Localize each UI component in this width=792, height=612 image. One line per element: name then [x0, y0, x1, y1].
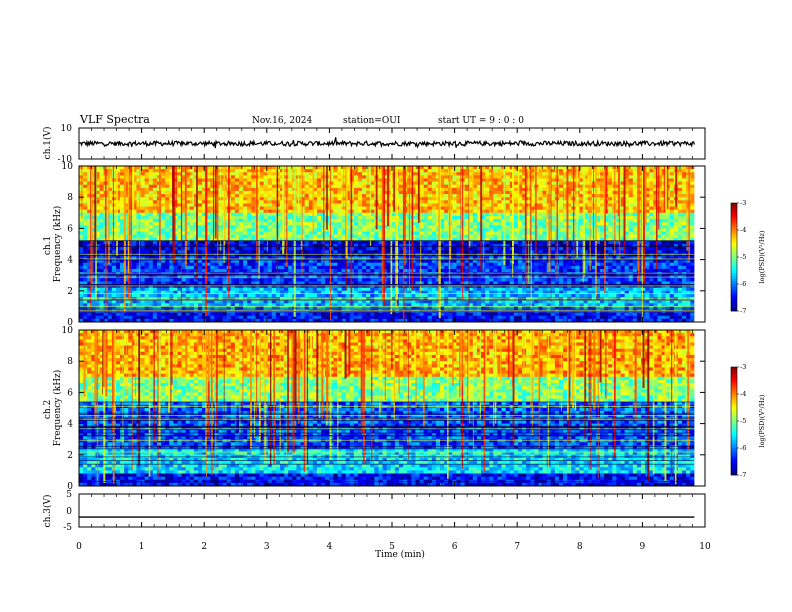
spec1-ytick-2: 4 [67, 256, 73, 266]
ch3-ytick-top: 5 [66, 490, 72, 500]
cb2-tick-3: -6 [740, 444, 746, 452]
x-tick-6: 6 [452, 542, 458, 552]
station-label: station=OUI [343, 116, 401, 126]
cb1-tick-2: -5 [740, 253, 746, 261]
ch2-spec-ylabel-freq: Frequency (kHz) [52, 370, 63, 447]
cb1-tick-3: -6 [740, 280, 746, 288]
x-tick-8: 8 [577, 542, 583, 552]
spec1-ytick-3: 6 [67, 224, 73, 234]
x-tick-0: 0 [76, 542, 82, 552]
spec2-ytick-1: 2 [67, 451, 73, 461]
ch1-spec-ylabel-freq: Frequency (kHz) [52, 206, 63, 283]
x-tick-3: 3 [264, 542, 270, 552]
figure-title: VLF Spectra [79, 113, 150, 126]
ch2-spectrogram-image [79, 330, 705, 487]
cb2-tick-1: -4 [740, 390, 746, 398]
x-axis-label: Time (min) [375, 549, 425, 560]
start-ut-label: start UT = 9 : 0 : 0 [438, 116, 524, 126]
spec1-ytick-0: 0 [67, 318, 73, 328]
spectrogram-panel-ch1: ch.1 Frequency (kHz) 0 2 4 6 8 10 [43, 162, 706, 328]
x-tick-1: 1 [139, 542, 145, 552]
x-tick-2: 2 [201, 542, 207, 552]
ch1-ytick-bottom: -10 [58, 155, 73, 165]
colorbar-ch1-label: log(PSD)(V²/Hz) [758, 230, 766, 283]
cb2-tick-4: -7 [740, 471, 746, 479]
x-tick-5: 5 [389, 542, 395, 552]
colorbar-ch2-label: log(PSD)(V²/Hz) [758, 394, 766, 447]
ch3-ytick-mid: 0 [66, 507, 72, 517]
ch2-spec-ylabel-channel: ch.2 [43, 400, 53, 419]
spec2-ytick-2: 4 [67, 420, 73, 430]
spec2-ytick-3: 6 [67, 388, 73, 398]
ch3-ylabel: ch.3(V) [42, 495, 53, 528]
date-label: Nov.16, 2024 [252, 116, 313, 126]
cb1-tick-1: -4 [740, 226, 746, 234]
ch3-ytick-bottom: -5 [63, 523, 72, 533]
ch1-spectrogram-image [79, 166, 705, 323]
x-tick-4: 4 [327, 542, 333, 552]
ch1-ytick-top: 10 [61, 124, 73, 134]
spec1-ytick-1: 2 [67, 287, 73, 297]
spec1-ytick-5: 10 [62, 162, 74, 172]
ch1-spec-yticks: 0 2 4 6 8 10 [62, 162, 705, 328]
spectrogram-panel-ch2: ch.2 Frequency (kHz) 0 2 4 6 8 10 [43, 326, 706, 492]
spec2-ytick-5: 10 [62, 326, 74, 336]
cb2-tick-0: -3 [740, 363, 746, 371]
x-tick-10: 10 [699, 542, 711, 552]
ch1-ylabel: ch.1(V) [42, 127, 53, 160]
cb2-tick-2: -5 [740, 417, 746, 425]
ch1-waveform-trace [78, 137, 695, 149]
ch2-spec-ylabel: ch.2 Frequency (kHz) [43, 370, 63, 447]
cb1-tick-4: -7 [740, 307, 746, 315]
spec2-ytick-0: 0 [67, 482, 73, 492]
spec2-ytick-4: 8 [67, 357, 73, 367]
x-tick-7: 7 [514, 542, 520, 552]
cb1-tick-0: -3 [740, 199, 746, 207]
colorbar-ch2: -3 -4 -5 -6 -7 log(PSD)(V²/Hz) [730, 363, 766, 479]
colorbar-ch1: -3 -4 -5 -6 -7 log(PSD)(V²/Hz) [730, 199, 766, 315]
ch1-spec-ylabel: ch.1 Frequency (kHz) [43, 206, 63, 283]
ch2-spec-yticks: 0 2 4 6 8 10 [62, 326, 705, 492]
spec1-ytick-4: 8 [67, 193, 73, 203]
x-axis-ticks: 0 1 2 3 4 5 6 7 8 9 10 [76, 128, 711, 552]
ch1-spec-ylabel-channel: ch.1 [43, 236, 53, 255]
x-tick-9: 9 [640, 542, 646, 552]
